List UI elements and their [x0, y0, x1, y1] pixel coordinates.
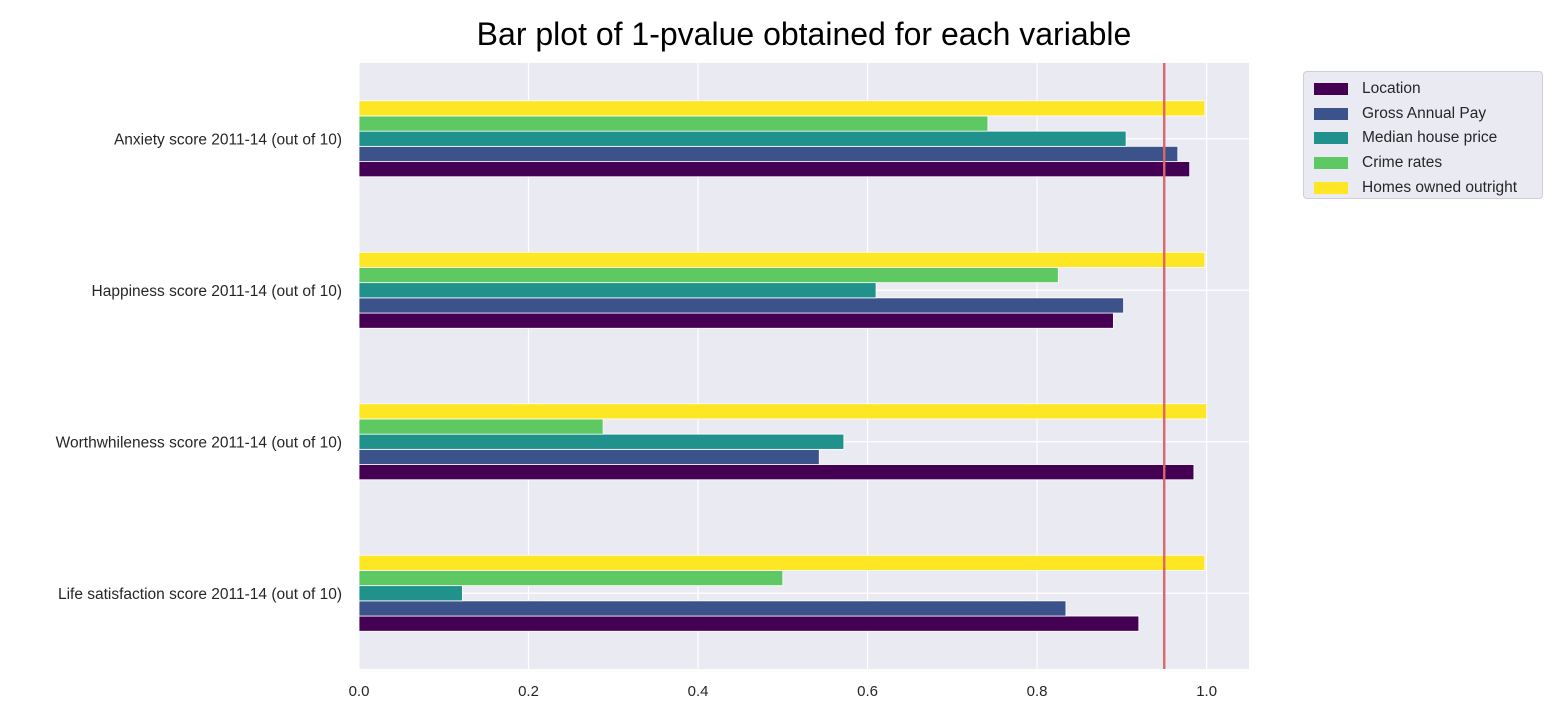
legend-label: Location	[1362, 80, 1421, 98]
legend-swatch	[1314, 132, 1348, 145]
chart-title: Bar plot of 1-pvalue obtained for each v…	[476, 16, 1132, 52]
bar	[358, 464, 1195, 481]
y-tick-label: Anxiety score 2011-14 (out of 10)	[114, 131, 342, 148]
legend-label: Median house price	[1362, 129, 1498, 147]
y-tick-label: Life satisfaction score 2011-14 (out of …	[58, 586, 342, 603]
x-tick-label: 0.4	[688, 683, 709, 700]
bar	[358, 267, 1059, 284]
bar	[358, 130, 1127, 147]
y-tick-label: Worthwhileness score 2011-14 (out of 10)	[56, 434, 342, 451]
legend: Location Gross Annual Pay Median house pri…	[1303, 71, 1543, 199]
legend-label: Homes owned outright	[1362, 178, 1518, 196]
legend-label: Gross Annual Pay	[1362, 104, 1487, 122]
bars	[358, 100, 1208, 632]
bar	[358, 418, 604, 435]
bar	[358, 145, 1179, 162]
legend-item: Median house price	[1314, 126, 1534, 151]
x-tick-label: 0.2	[518, 683, 539, 700]
legend-swatch	[1314, 157, 1348, 170]
bar	[358, 312, 1114, 329]
x-tick-label: 0.0	[349, 683, 370, 700]
legend-swatch	[1314, 107, 1348, 120]
bar	[358, 570, 784, 587]
bar	[358, 600, 1067, 617]
legend-swatch	[1314, 83, 1348, 96]
legend-swatch	[1314, 181, 1348, 194]
bar	[358, 554, 1206, 571]
bar	[358, 251, 1206, 268]
bar	[358, 615, 1140, 632]
legend-item: Homes owned outright	[1314, 175, 1534, 200]
bar	[358, 297, 1124, 314]
x-tick-labels: 0.0 0.2 0.4 0.6 0.8 1.0	[349, 683, 1217, 700]
legend-label: Crime rates	[1362, 154, 1443, 172]
bar	[358, 433, 845, 450]
bar	[358, 115, 989, 132]
bar	[358, 161, 1191, 178]
legend-item: Crime rates	[1314, 151, 1534, 176]
bar	[358, 448, 820, 465]
bar	[358, 403, 1208, 420]
bar	[358, 585, 463, 602]
x-tick-label: 0.6	[857, 683, 878, 700]
bar	[358, 100, 1206, 117]
y-tick-label: Happiness score 2011-14 (out of 10)	[92, 283, 342, 300]
bar	[358, 282, 877, 299]
legend-item: Gross Annual Pay	[1314, 102, 1534, 127]
x-tick-label: 0.8	[1027, 683, 1048, 700]
y-tick-labels: Anxiety score 2011-14 (out of 10) Happine…	[56, 131, 342, 603]
legend-item: Location	[1314, 77, 1534, 102]
x-tick-label: 1.0	[1196, 683, 1217, 700]
